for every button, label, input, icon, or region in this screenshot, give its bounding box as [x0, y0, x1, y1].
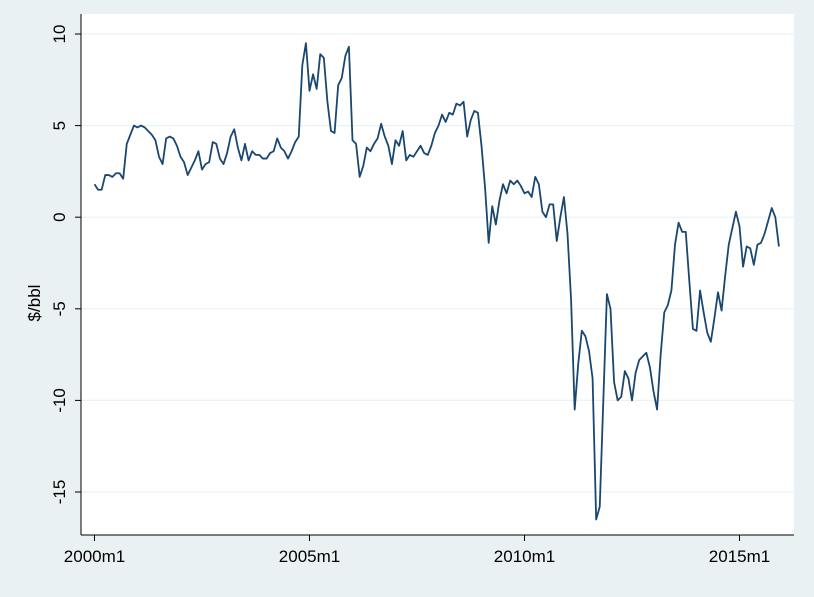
y-tick-label: 5	[50, 121, 69, 130]
y-tick-label: -15	[50, 480, 69, 505]
series-line	[93, 42, 780, 521]
y-tick-label: -10	[50, 388, 69, 413]
y-tick-label: 10	[50, 25, 69, 44]
series-group	[93, 42, 780, 521]
plot-area	[81, 14, 794, 535]
axes: 10 5 0 -5 -10 -15 2000m1 2005m1 2010m1 2015m1	[50, 14, 794, 566]
x-tick-label: 2005m1	[279, 547, 340, 566]
y-tick-label: -5	[50, 301, 69, 316]
y-axis-label: $/bbl	[25, 285, 44, 322]
x-tick-label: 2015m1	[709, 547, 770, 566]
x-tick-label: 2010m1	[494, 547, 555, 566]
y-tick-label: 0	[50, 212, 69, 221]
x-tick-label: 2000m1	[64, 547, 125, 566]
